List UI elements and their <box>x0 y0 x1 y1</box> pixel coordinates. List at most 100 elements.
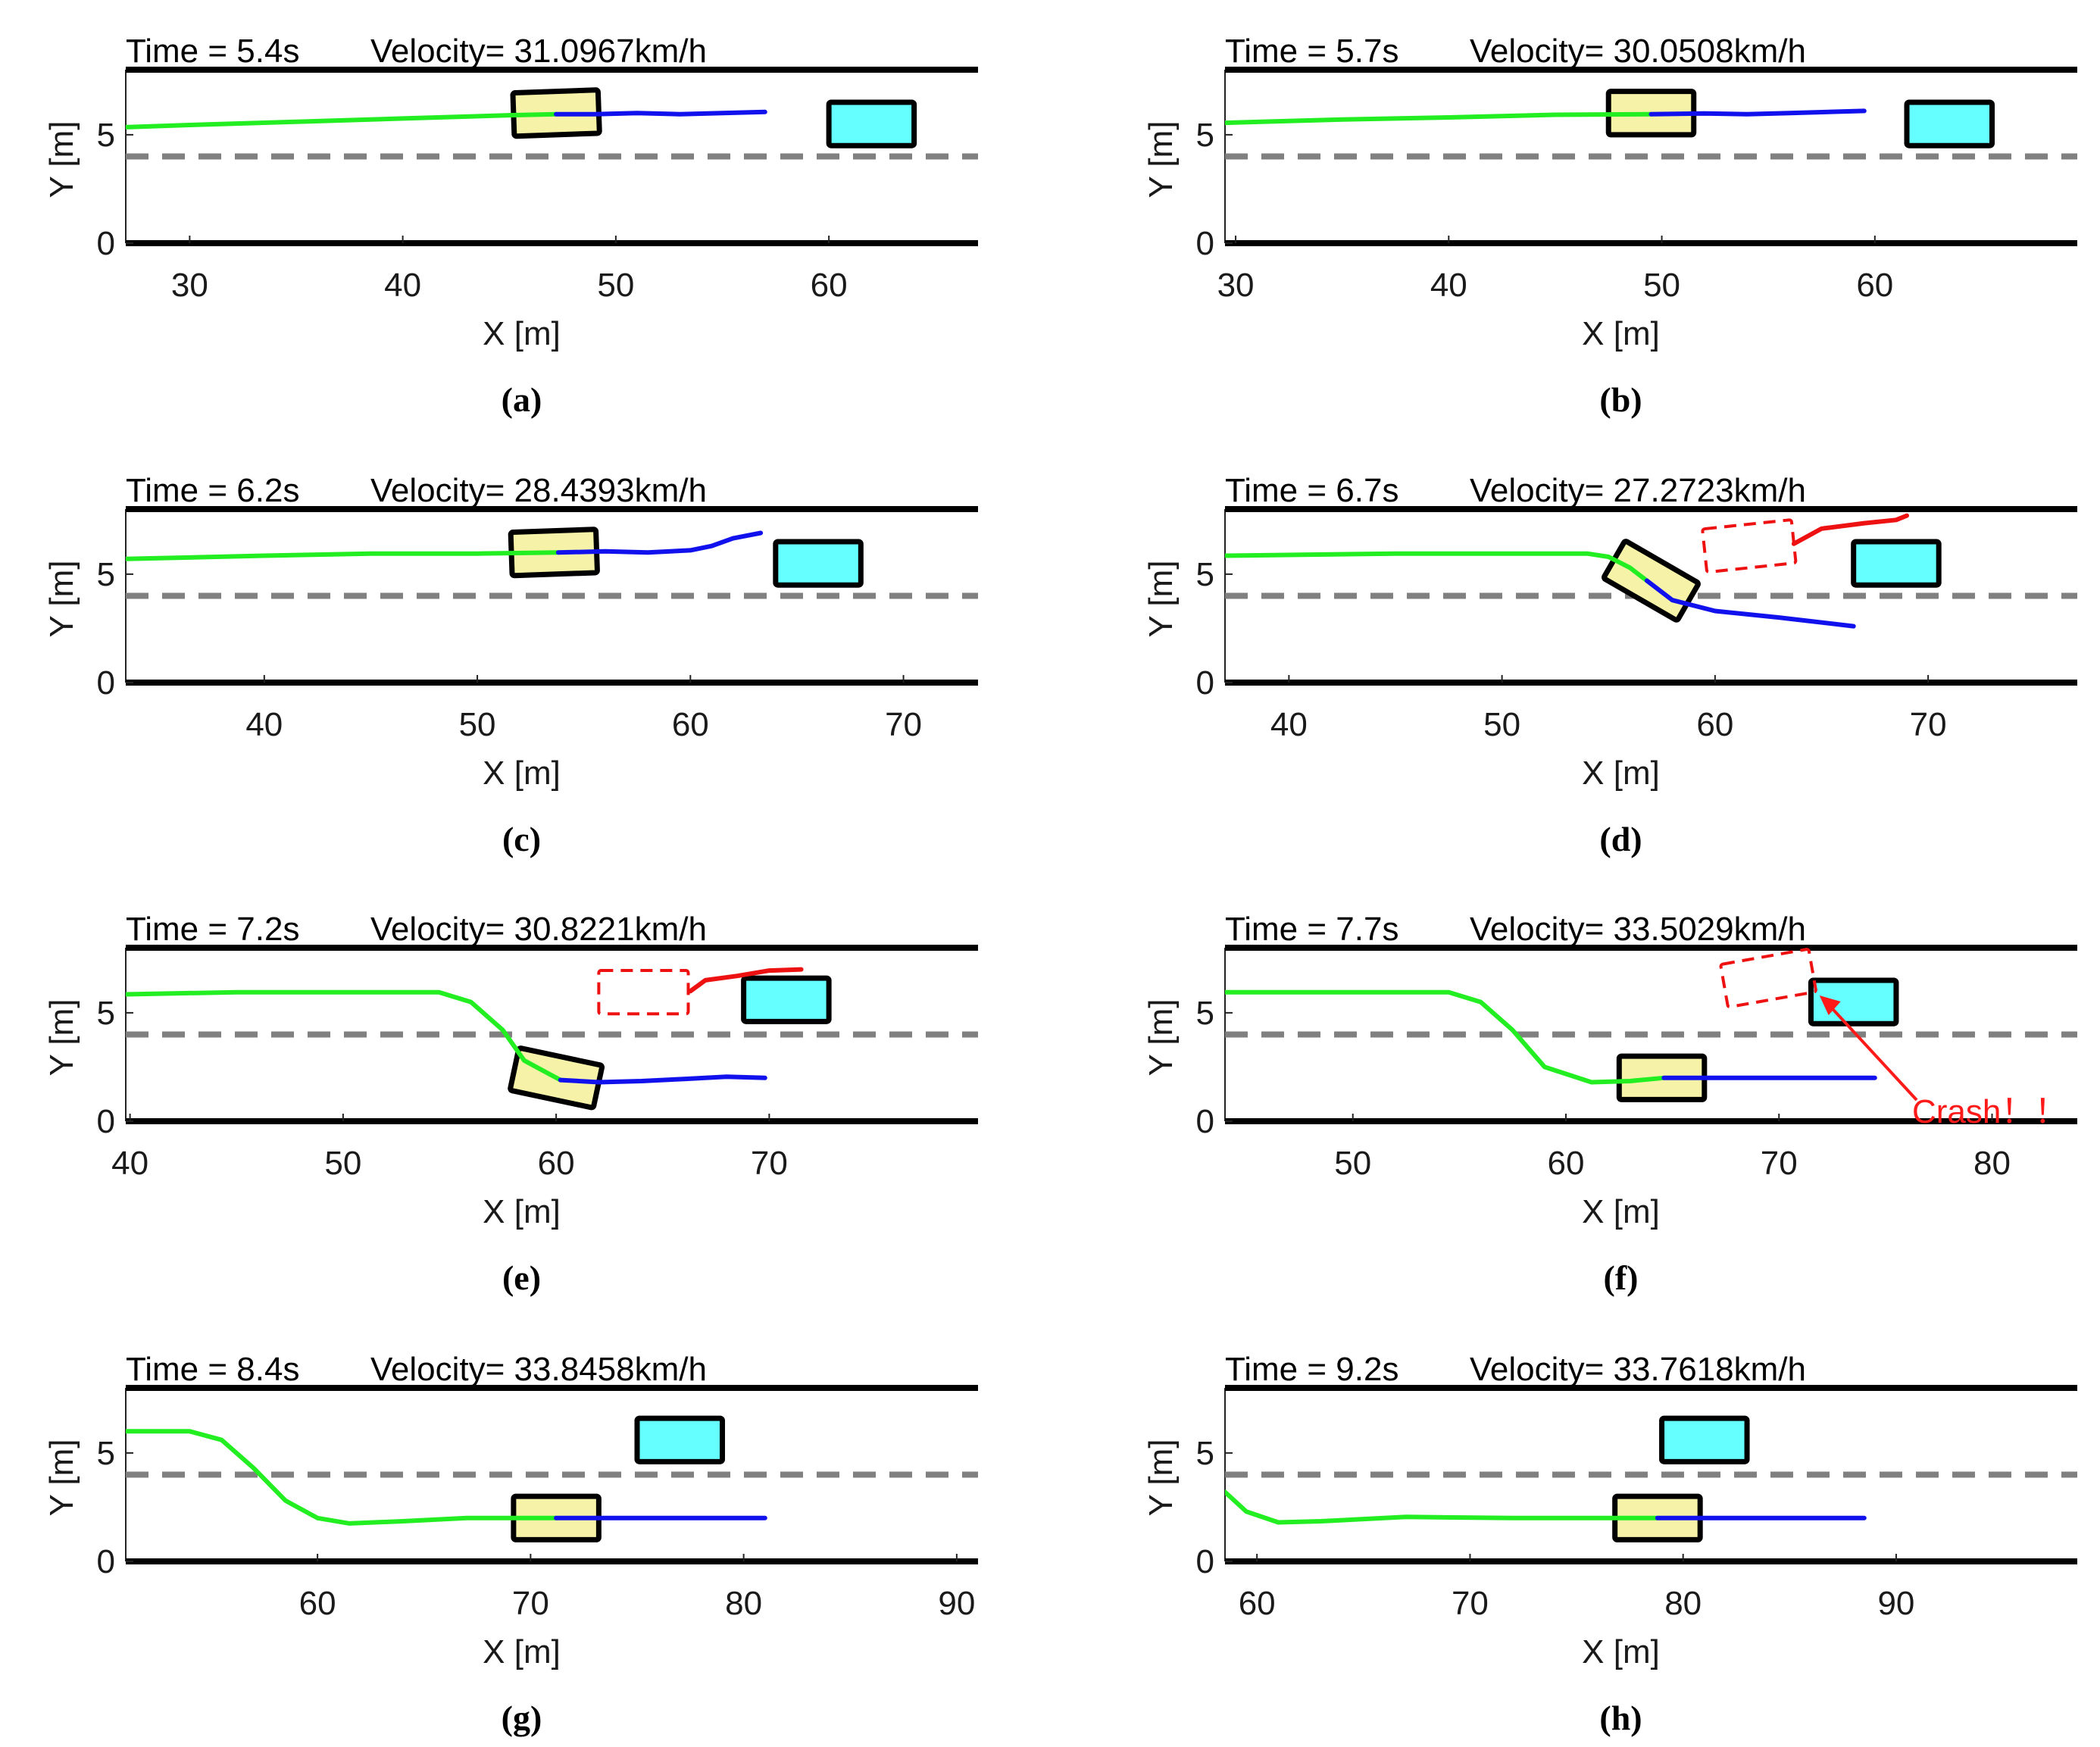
obstacle-vehicle <box>1808 977 1899 1027</box>
time-readout: Time = 7.2s <box>126 911 299 948</box>
x-tick-label: 70 <box>1761 1145 1798 1182</box>
obstacle-vehicle <box>741 975 832 1024</box>
subplot-e: Time = 7.2s Velocity= 30.8221km/h 0 5 40 50 60… <box>43 911 978 1297</box>
y-tick-label: 0 <box>97 1103 115 1140</box>
series-ego-history <box>1225 551 1649 583</box>
plot-area <box>1225 948 1899 1102</box>
y-axis-label: Y [m] <box>43 561 80 638</box>
x-tick-label: 80 <box>1664 1585 1702 1622</box>
crash-annotation: Crash！！ <box>1912 1093 2067 1130</box>
subplot-g: Time = 8.4s Velocity= 33.8458km/h 0 5 60 70 80… <box>43 1351 978 1737</box>
y-tick-label: 0 <box>97 1543 115 1580</box>
subfigure-caption: (c) <box>502 820 541 858</box>
x-axis-label: X [m] <box>1582 1193 1660 1230</box>
subfigure-caption: (h) <box>1599 1699 1642 1737</box>
series-ego-history <box>1225 111 1654 126</box>
subfigure-caption: (b) <box>1599 380 1642 419</box>
series-ego-history <box>126 989 563 1083</box>
plot-area <box>126 1415 767 1542</box>
subplot-h: Time = 9.2s Velocity= 33.7618km/h 0 5 60 70 80… <box>1142 1351 2077 1737</box>
obstacle-predicted-box <box>1719 948 1817 1009</box>
x-tick-label: 40 <box>245 706 283 743</box>
y-axis-label: Y [m] <box>1142 121 1180 198</box>
y-tick-label: 0 <box>97 664 115 702</box>
y-tick-label: 5 <box>97 117 115 154</box>
x-tick-label: 40 <box>1430 267 1467 304</box>
y-axis-label: Y [m] <box>1142 999 1180 1077</box>
x-tick-label: 60 <box>811 267 848 304</box>
x-tick-label: 40 <box>1270 706 1308 743</box>
x-axis-label: X [m] <box>1582 755 1660 792</box>
x-tick-label: 70 <box>1452 1585 1489 1622</box>
x-tick-label: 60 <box>1696 706 1733 743</box>
obstacle-vehicle <box>634 1415 725 1464</box>
x-axis-label: X [m] <box>483 755 561 792</box>
x-tick-label: 30 <box>1217 267 1255 304</box>
time-readout: Time = 5.4s <box>126 33 299 70</box>
series-ego-history <box>126 111 559 130</box>
y-tick-label: 5 <box>1196 556 1214 593</box>
x-tick-label: 80 <box>725 1585 762 1622</box>
x-tick-label: 60 <box>1548 1145 1585 1182</box>
ego-vehicle <box>1602 539 1701 623</box>
obstacle-vehicle <box>826 99 917 148</box>
series-ego-planned <box>554 109 767 117</box>
plot-area <box>1225 513 1942 629</box>
time-readout: Time = 8.4s <box>126 1351 299 1388</box>
series-ego-planned <box>558 1074 767 1085</box>
subfigure-caption: (a) <box>502 380 542 419</box>
subplot-f: Time = 7.7s Velocity= 33.5029km/h 0 5 50 60 70… <box>1142 911 2077 1297</box>
subfigure-caption: (f) <box>1604 1258 1639 1297</box>
subplot-c: Time = 6.2s Velocity= 28.4393km/h 0 5 40 50 60… <box>43 472 978 858</box>
y-tick-label: 5 <box>1196 995 1214 1032</box>
series-ego-planned <box>1648 108 1867 117</box>
subplot-d: Time = 6.7s Velocity= 27.2723km/h 0 5 40 50 60… <box>1142 472 2077 858</box>
x-tick-label: 60 <box>1856 267 1893 304</box>
series-obstacle-predicted <box>1791 513 1909 546</box>
x-tick-label: 70 <box>512 1585 549 1622</box>
x-axis-label: X [m] <box>1582 1633 1660 1670</box>
y-tick-label: 0 <box>1196 1103 1214 1140</box>
time-readout: Time = 7.7s <box>1225 911 1398 948</box>
y-tick-label: 5 <box>97 1435 115 1472</box>
series-ego-planned <box>1644 578 1856 629</box>
x-axis-label: X [m] <box>483 1633 561 1670</box>
time-readout: Time = 9.2s <box>1225 1351 1398 1388</box>
x-tick-label: 90 <box>1877 1585 1914 1622</box>
series-ego-history <box>1225 989 1667 1085</box>
y-axis-label: Y [m] <box>1142 1439 1180 1517</box>
velocity-readout: Velocity= 33.5029km/h <box>1470 911 1806 948</box>
obstacle-vehicle <box>1851 539 1942 588</box>
velocity-readout: Velocity= 30.8221km/h <box>370 911 707 948</box>
obstacle-predicted-box <box>1701 518 1798 574</box>
x-tick-label: 50 <box>324 1145 361 1182</box>
x-axis-label: X [m] <box>1582 315 1660 352</box>
x-tick-label: 50 <box>1643 267 1680 304</box>
y-axis-label: Y [m] <box>43 1439 80 1517</box>
velocity-readout: Velocity= 28.4393km/h <box>370 472 707 509</box>
y-axis-label: Y [m] <box>1142 561 1180 638</box>
x-axis-label: X [m] <box>483 1193 561 1230</box>
velocity-readout: Velocity= 31.0967km/h <box>370 33 707 70</box>
x-tick-label: 60 <box>538 1145 575 1182</box>
x-tick-label: 60 <box>299 1585 336 1622</box>
time-readout: Time = 5.7s <box>1225 33 1398 70</box>
x-axis-label: X [m] <box>483 315 561 352</box>
x-tick-label: 70 <box>1910 706 1947 743</box>
plot-area <box>1225 1415 1867 1542</box>
x-tick-label: 60 <box>672 706 709 743</box>
y-tick-label: 0 <box>97 225 115 262</box>
x-tick-label: 50 <box>597 267 634 304</box>
subfigure-caption: (g) <box>502 1699 542 1737</box>
x-tick-label: 70 <box>751 1145 788 1182</box>
velocity-readout: Velocity= 33.8458km/h <box>370 1351 707 1388</box>
time-readout: Time = 6.2s <box>126 472 299 509</box>
x-tick-label: 50 <box>459 706 496 743</box>
time-readout: Time = 6.7s <box>1225 472 1398 509</box>
x-tick-label: 40 <box>384 267 421 304</box>
obstacle-predicted-box <box>597 969 690 1016</box>
velocity-readout: Velocity= 30.0508km/h <box>1470 33 1806 70</box>
subfigure-caption: (d) <box>1599 820 1642 858</box>
x-tick-label: 90 <box>938 1585 975 1622</box>
series-ego-history <box>126 1429 559 1526</box>
